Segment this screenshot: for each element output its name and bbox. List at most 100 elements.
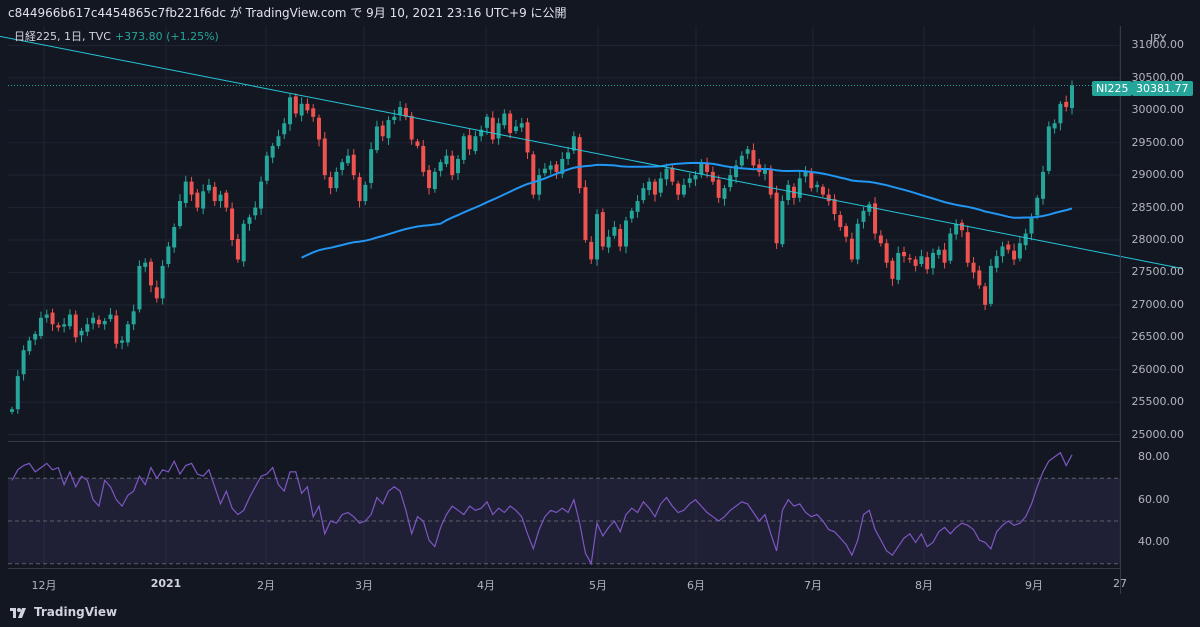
- candle-body: [340, 162, 345, 170]
- candle-body: [444, 155, 449, 165]
- candle-body: [351, 154, 356, 176]
- candle-body: [195, 192, 200, 208]
- candle-body: [983, 286, 988, 305]
- candle-body: [160, 265, 165, 299]
- candle-body: [664, 168, 669, 180]
- candle-body: [606, 236, 611, 248]
- candle-body: [259, 181, 264, 209]
- candle-body: [629, 210, 634, 219]
- candle-body: [10, 409, 14, 412]
- candle-body: [1046, 126, 1051, 171]
- candle-body: [930, 252, 935, 269]
- candle-body: [299, 103, 304, 116]
- candle-body: [467, 135, 472, 150]
- candle-body: [421, 145, 426, 172]
- date-tick-label: 6月: [687, 579, 705, 592]
- candle-body: [751, 150, 756, 166]
- candle-body: [774, 192, 779, 244]
- candle-body: [815, 184, 820, 188]
- candle-body: [1035, 197, 1040, 216]
- candle-body: [896, 252, 901, 280]
- candle-body: [583, 187, 588, 240]
- candle-body: [612, 227, 617, 236]
- currency-label[interactable]: JPY: [1150, 32, 1167, 45]
- candle-body: [988, 265, 993, 304]
- candle-body: [676, 183, 681, 195]
- candle-body: [838, 215, 843, 228]
- candle-body: [959, 222, 964, 231]
- candle-body: [131, 311, 136, 325]
- rsi-line: [11, 451, 1073, 566]
- candle-body: [884, 243, 889, 263]
- candle-body: [566, 152, 571, 159]
- candle-body: [647, 181, 652, 191]
- candle-body: [902, 251, 907, 257]
- candle-body: [166, 246, 171, 264]
- candle-body: [861, 210, 866, 222]
- candle-body: [942, 249, 947, 263]
- symbol-label: 日経225, 1日, TVC: [14, 30, 111, 43]
- candle-body: [334, 171, 339, 189]
- footer-brand-text: TradingView: [34, 605, 118, 619]
- candle-body: [316, 117, 321, 140]
- candle-body: [288, 97, 293, 125]
- candle-body: [247, 217, 252, 224]
- candle-body: [56, 325, 61, 328]
- candle-body: [867, 204, 872, 212]
- candle-body: [38, 317, 43, 336]
- price-tick-label: 28500.00: [1131, 200, 1185, 214]
- candle-body: [328, 177, 333, 189]
- candle-body: [224, 192, 229, 208]
- candle-body: [1041, 171, 1046, 199]
- candle-body: [403, 108, 408, 117]
- candle-body: [577, 137, 582, 189]
- candle-body: [386, 120, 391, 139]
- candle-body: [85, 324, 90, 332]
- candle-body: [589, 241, 594, 260]
- candle-body: [67, 314, 72, 327]
- change-label: +373.80 (+1.25%): [114, 30, 219, 43]
- candle-body: [15, 376, 20, 410]
- candle-body: [218, 194, 223, 202]
- symbol-legend[interactable]: 日経225, 1日, TVC +373.80 (+1.25%): [14, 30, 219, 44]
- candle-body: [154, 287, 159, 299]
- candle-body: [623, 220, 628, 247]
- candle-body: [913, 259, 918, 266]
- candle-body: [91, 317, 96, 324]
- candle-body: [554, 164, 559, 172]
- pane-separator[interactable]: [8, 441, 1120, 442]
- candle-body: [374, 126, 379, 151]
- candle-body: [780, 201, 785, 245]
- candle-body: [537, 175, 542, 195]
- candle-body: [230, 208, 235, 240]
- price-tick-label: 29000.00: [1131, 168, 1185, 182]
- date-tick-label: 27: [1113, 577, 1127, 590]
- candle-body: [508, 113, 513, 133]
- price-tick-label: 26500.00: [1131, 330, 1185, 344]
- date-tick-label: 9月: [1025, 579, 1043, 592]
- date-tick-label: 7月: [804, 579, 822, 592]
- candle-body: [438, 162, 443, 171]
- date-tick-label: 5月: [589, 579, 607, 592]
- candle-body: [21, 350, 26, 375]
- price-axis-border: [1120, 26, 1121, 594]
- candle-body: [571, 136, 576, 151]
- footer-brand[interactable]: TradingView: [10, 605, 117, 619]
- candle-body: [595, 214, 600, 260]
- price-tick-label: 25000.00: [1131, 427, 1185, 441]
- candle-body: [409, 115, 414, 140]
- price-tick-label: 26000.00: [1131, 362, 1185, 376]
- candle-body: [149, 261, 154, 286]
- candle-body: [965, 232, 970, 263]
- candle-body: [699, 162, 704, 175]
- candle-body: [33, 334, 38, 340]
- candle-body: [369, 149, 374, 183]
- date-tick-label: 3月: [355, 579, 373, 592]
- trend-line: [0, 35, 1183, 270]
- candle-body: [235, 239, 240, 260]
- price-tick-label: 25500.00: [1131, 395, 1185, 409]
- candle-body: [73, 314, 78, 338]
- date-tick-label: 8月: [915, 579, 933, 592]
- candle-body: [432, 171, 437, 190]
